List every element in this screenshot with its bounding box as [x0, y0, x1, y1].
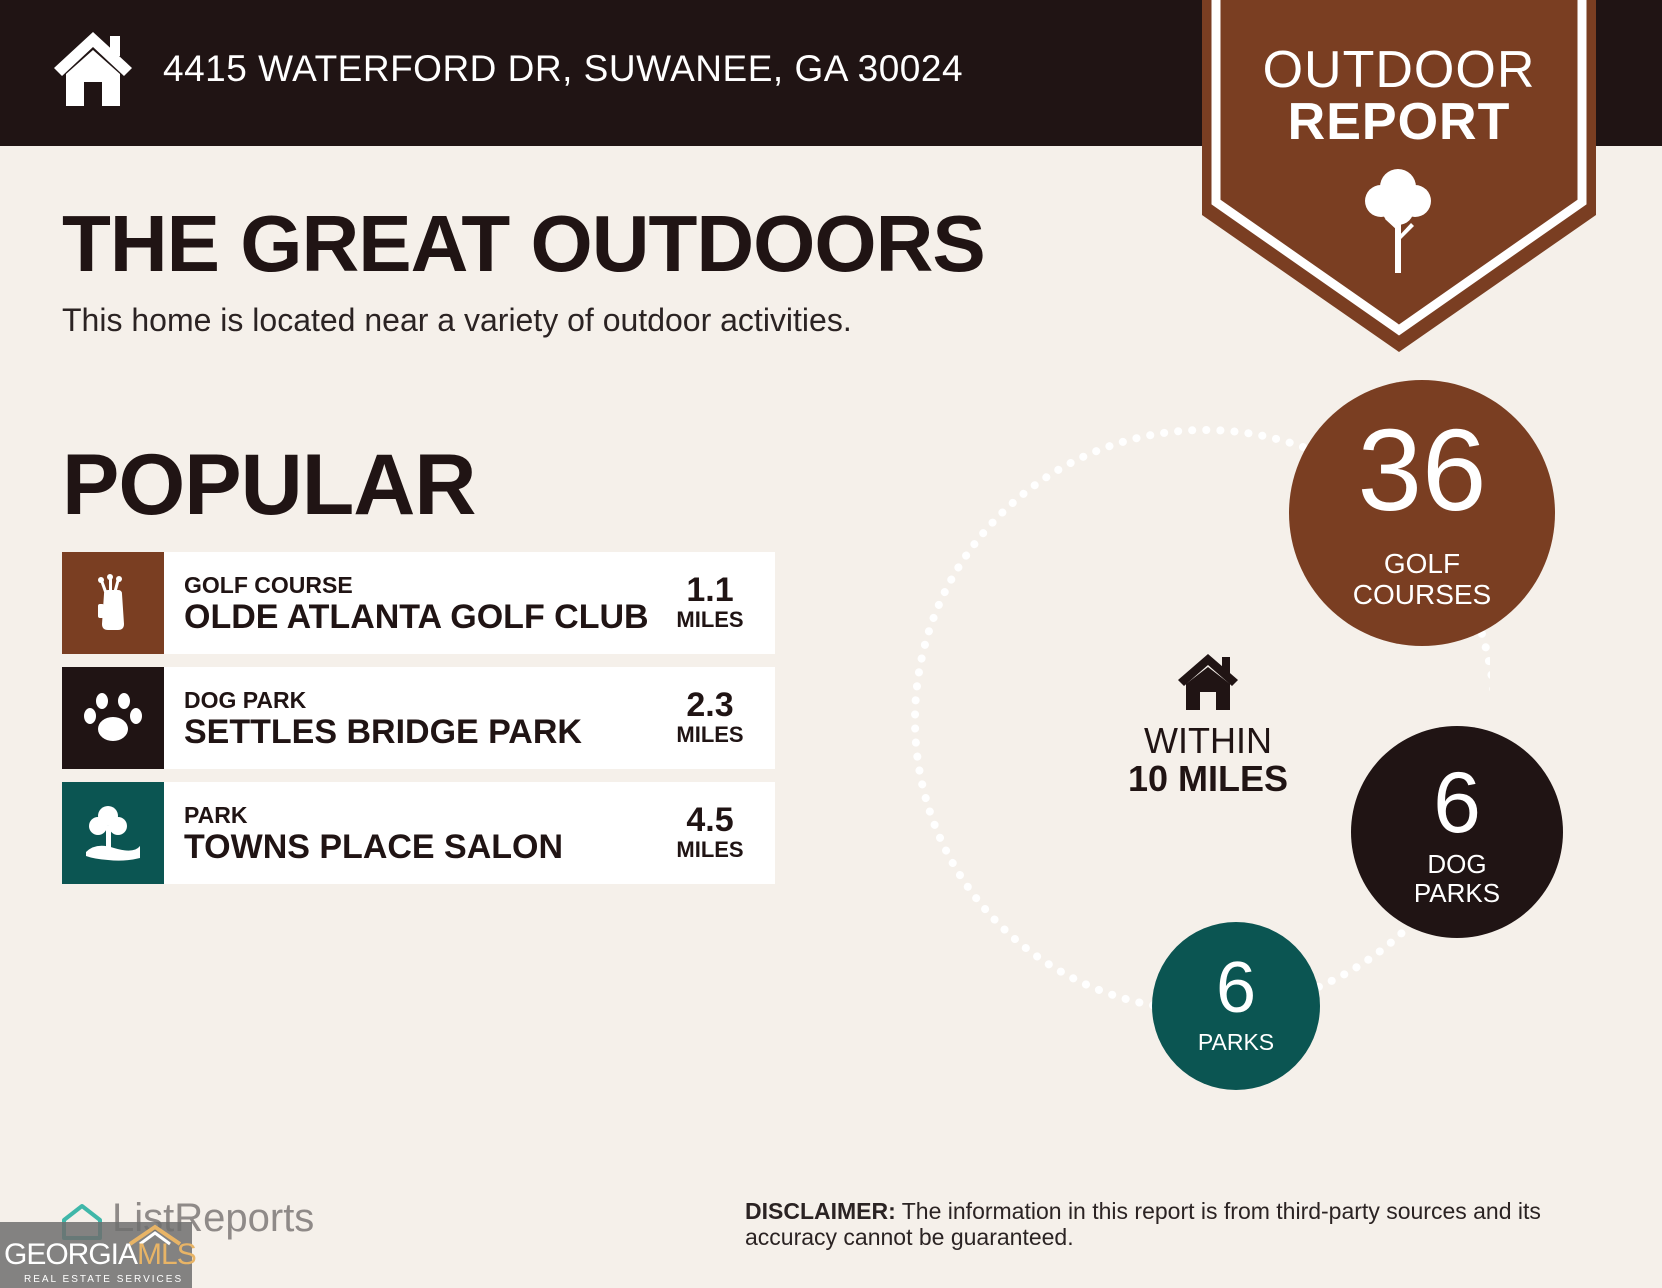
gmls-roof-icon	[128, 1224, 182, 1246]
item-category: PARK	[184, 802, 248, 828]
distance-unit: MILES	[676, 607, 744, 632]
popular-heading: POPULAR	[62, 437, 476, 533]
golf-count-circle: 36 GOLF COURSES	[1289, 380, 1555, 646]
park-count-circle: 6 PARKS	[1152, 922, 1320, 1090]
popular-list: GOLF COURSE OLDE ATLANTA GOLF CLUB 1.1 M…	[62, 552, 775, 897]
gmls-wordmark: GEORGIAMLS	[4, 1238, 197, 1272]
golf-count-label: GOLF COURSES	[1289, 548, 1555, 610]
item-category: GOLF COURSE	[184, 572, 353, 598]
distance-value: 4.5	[686, 801, 734, 839]
badge-title-line2: REPORT	[1287, 93, 1511, 151]
dog-park-count: 6	[1433, 755, 1481, 851]
list-item: PARK TOWNS PLACE SALON 4.5 MILES	[62, 782, 775, 884]
item-name: TOWNS PLACE SALON	[184, 828, 564, 866]
item-name: OLDE ATLANTA GOLF CLUB	[184, 598, 649, 636]
park-count-label: PARKS	[1197, 1029, 1275, 1055]
home-icon	[1178, 654, 1238, 710]
distance-value: 2.3	[686, 686, 734, 724]
badge-title-line1: OUTDOOR	[1262, 41, 1536, 99]
dog-label-line2: PARKS	[1413, 878, 1501, 908]
gmls-main: GEORGIA	[4, 1238, 138, 1271]
within-line1: WITHIN	[1144, 720, 1272, 761]
paw-icon	[84, 693, 142, 741]
list-item: GOLF COURSE OLDE ATLANTA GOLF CLUB 1.1 M…	[62, 552, 775, 654]
within-radius-label: WITHIN 10 MILES	[1118, 722, 1298, 798]
disclaimer-label: DISCLAIMER:	[745, 1198, 896, 1224]
page-subtitle: This home is located near a variety of o…	[62, 302, 852, 338]
disclaimer-text: The information in this report is from t…	[745, 1198, 1541, 1250]
distance-value: 1.1	[686, 571, 734, 609]
item-category: DOG PARK	[184, 687, 307, 713]
golf-bag-icon	[98, 574, 124, 630]
icon-box	[62, 552, 164, 654]
golf-count: 36	[1357, 405, 1487, 535]
distance-unit: MILES	[676, 837, 744, 862]
list-item: DOG PARK SETTLES BRIDGE PARK 2.3 MILES	[62, 667, 775, 769]
georgia-mls-logo: GEORGIAMLS REAL ESTATE SERVICES	[0, 1222, 197, 1288]
item-name: SETTLES BRIDGE PARK	[184, 713, 582, 751]
tree-icon	[1365, 169, 1431, 273]
item-distance: 2.3 MILES	[665, 687, 755, 747]
disclaimer: DISCLAIMER: The information in this repo…	[745, 1198, 1625, 1250]
dog-park-count-label: DOG PARKS	[1351, 850, 1563, 908]
icon-box	[62, 782, 164, 884]
house-icon	[54, 32, 132, 106]
page-title: THE GREAT OUTDOORS	[62, 199, 986, 288]
dog-park-count-circle: 6 DOG PARKS	[1351, 726, 1563, 938]
badge-title: OUTDOOR REPORT	[1210, 44, 1588, 148]
golf-label-line2: COURSES	[1352, 579, 1492, 610]
dog-label-line1: DOG	[1427, 849, 1487, 879]
within-line2: 10 MILES	[1127, 758, 1289, 799]
gmls-tagline: REAL ESTATE SERVICES	[24, 1274, 184, 1285]
golf-label-line1: GOLF	[1383, 548, 1461, 579]
item-distance: 4.5 MILES	[665, 802, 755, 862]
distance-unit: MILES	[676, 722, 744, 747]
item-distance: 1.1 MILES	[665, 572, 755, 632]
property-address: 4415 WATERFORD DR, SUWANEE, GA 30024	[163, 48, 964, 89]
park-tree-icon	[86, 806, 140, 861]
gmls-accent: MLS	[137, 1238, 197, 1271]
icon-box	[62, 667, 164, 769]
park-count: 6	[1215, 948, 1257, 1028]
